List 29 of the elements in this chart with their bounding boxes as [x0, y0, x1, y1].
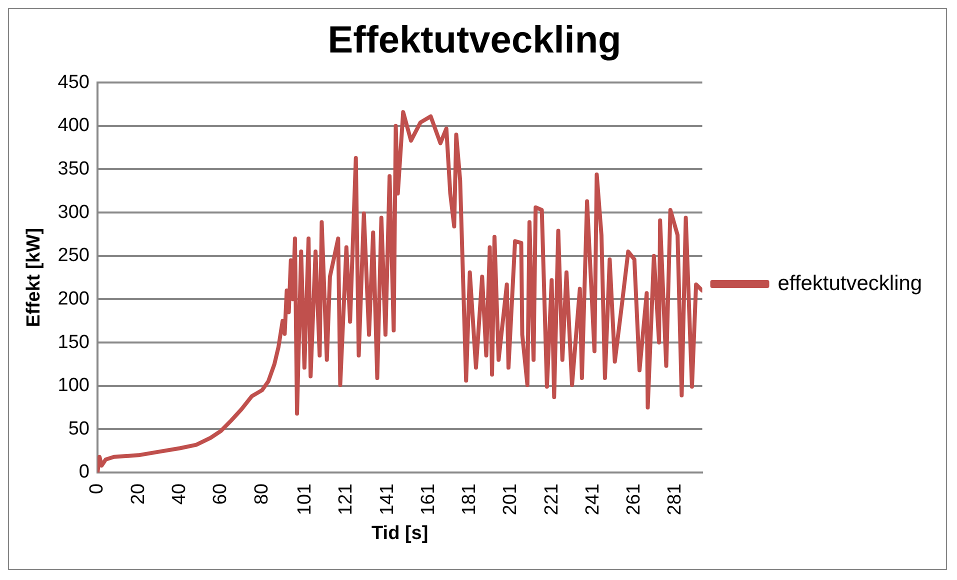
x-tick-label: 121 — [336, 484, 357, 516]
chart-title: Effektutveckling — [328, 19, 622, 62]
x-tick-label: 201 — [500, 484, 522, 516]
x-tick-label: 261 — [624, 484, 645, 516]
x-tick-label: 60 — [210, 484, 232, 505]
x-tick-label: 101 — [294, 484, 316, 516]
x-tick-label: 0 — [86, 484, 108, 494]
y-tick-label: 350 — [58, 158, 90, 180]
y-tick-label: 300 — [58, 202, 90, 223]
x-tick-label: 40 — [169, 484, 190, 505]
legend-label: effektutveckling — [778, 272, 922, 295]
y-tick-label: 400 — [58, 115, 90, 136]
y-tick-label: 450 — [58, 72, 90, 93]
y-tick-label: 200 — [58, 288, 90, 310]
x-tick-label: 221 — [541, 484, 562, 516]
y-tick-label: 250 — [58, 245, 90, 266]
y-axis-title: Effekt [kW] — [24, 228, 45, 328]
x-tick-label: 80 — [251, 484, 272, 505]
y-tick-label: 50 — [68, 418, 90, 440]
y-tick-label: 150 — [58, 332, 90, 353]
x-tick-label: 181 — [459, 484, 480, 516]
y-tick-label: 100 — [58, 375, 90, 396]
x-tick-label: 20 — [128, 484, 149, 505]
x-axis-title: Tid [s] — [372, 522, 428, 544]
x-tick-label: 281 — [664, 484, 686, 516]
x-tick-label: 161 — [418, 484, 439, 516]
y-tick-label: 0 — [78, 462, 90, 483]
x-tick-label: 241 — [582, 484, 604, 516]
x-tick-label: 141 — [376, 484, 398, 516]
